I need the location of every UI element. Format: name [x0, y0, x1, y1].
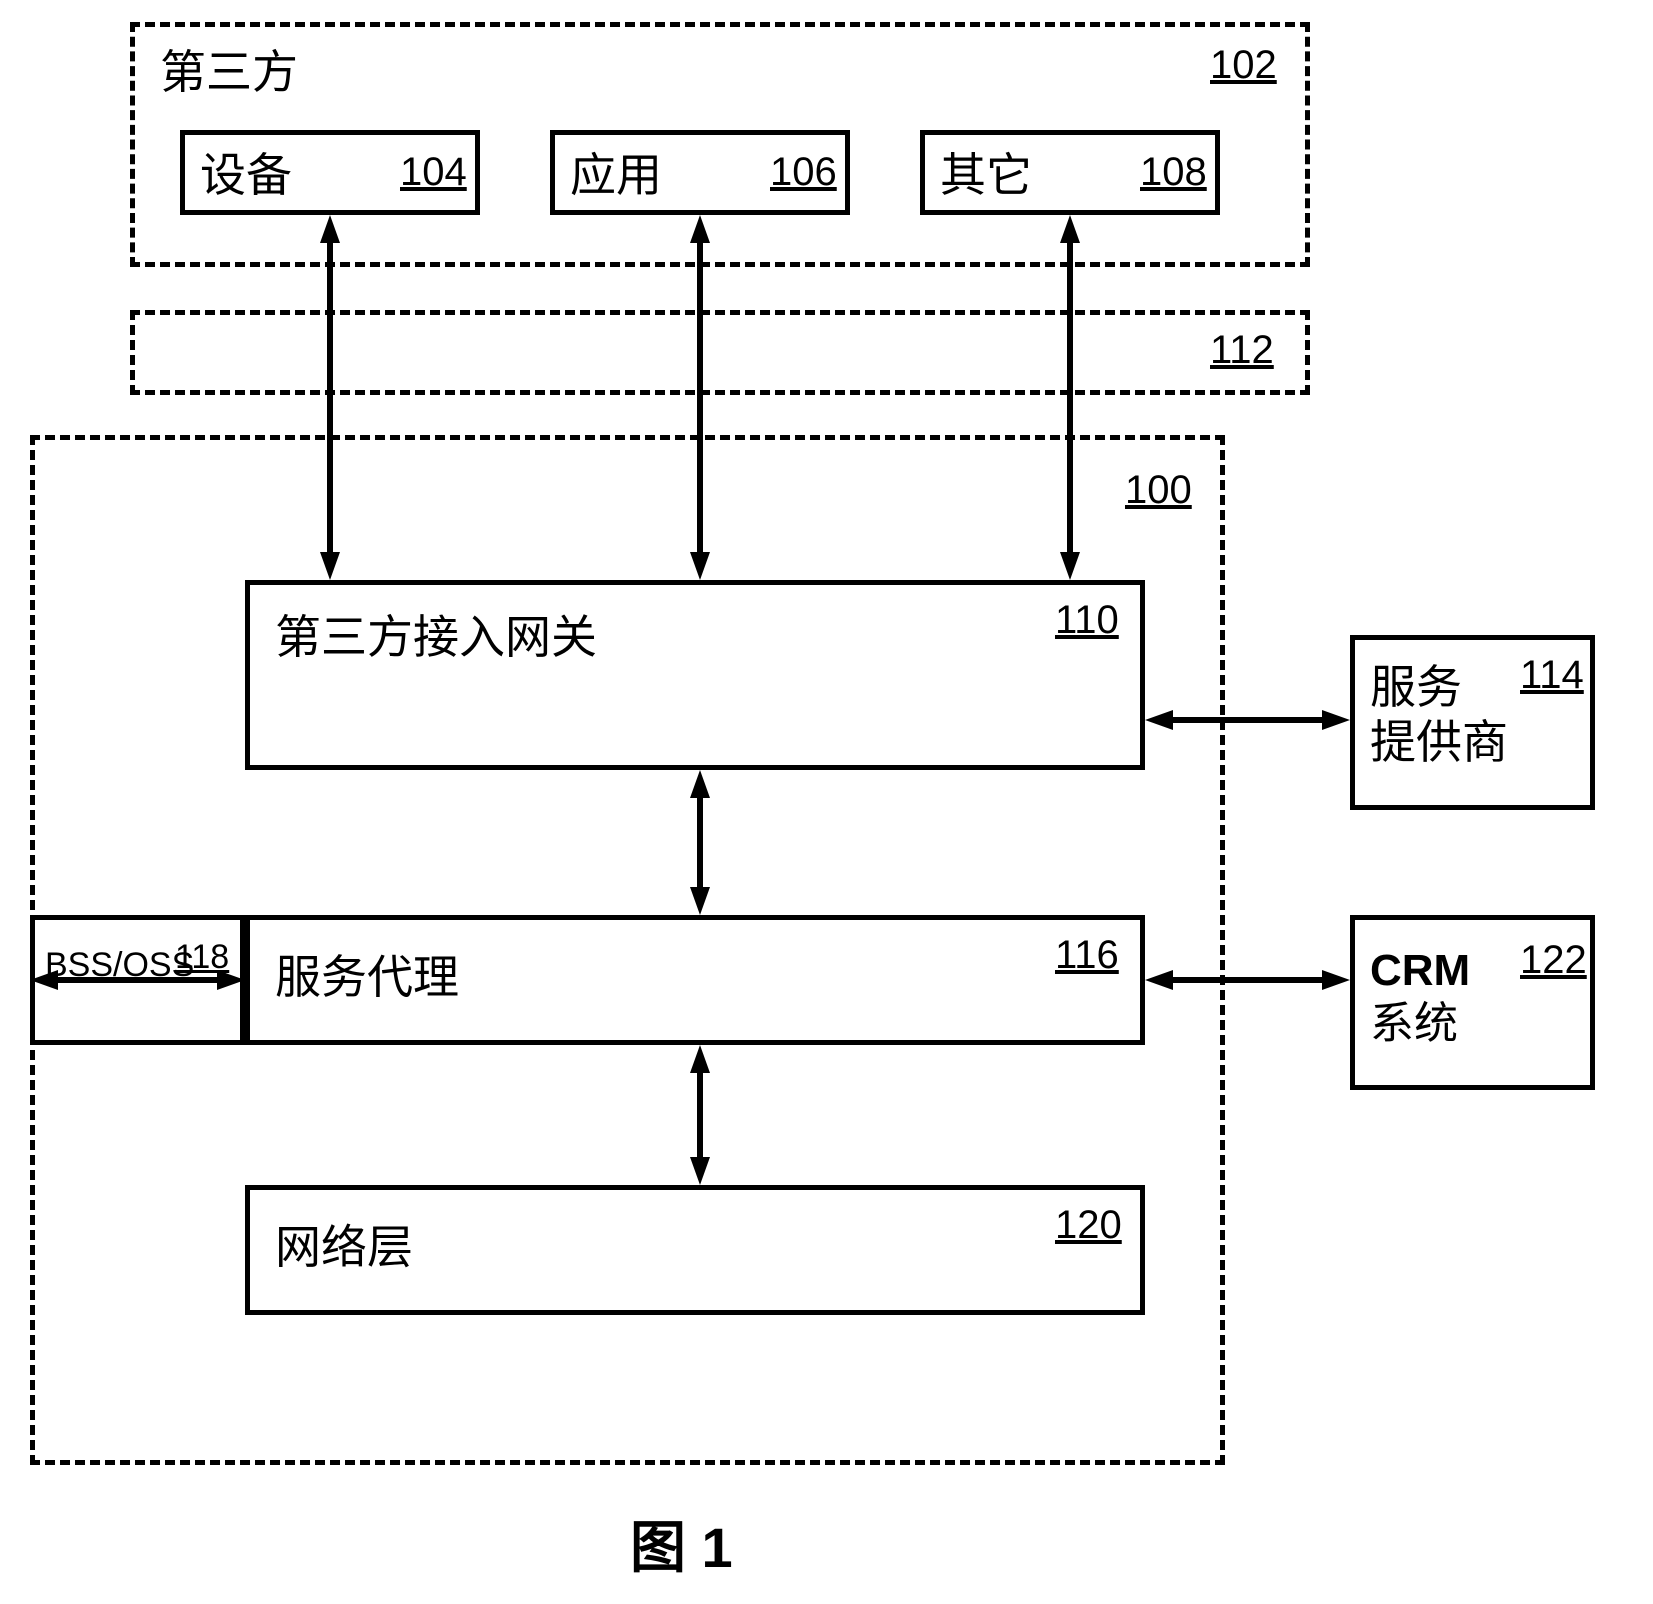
network-layer-label: 网络层 — [275, 1220, 413, 1275]
service-broker-ref: 116 — [1055, 935, 1119, 975]
bss-oss-ref: 118 — [175, 940, 229, 974]
device-ref: 104 — [400, 152, 467, 192]
bss-oss-label: BSS/OSS — [45, 945, 194, 986]
other-ref: 108 — [1140, 152, 1207, 192]
interface-container — [130, 310, 1310, 395]
gateway-ref: 110 — [1055, 600, 1119, 640]
other-label: 其它 — [940, 148, 1032, 203]
network-layer-ref: 120 — [1055, 1205, 1122, 1245]
third-party-title: 第三方 — [160, 45, 298, 100]
device-label: 设备 — [200, 148, 292, 203]
interface-ref: 112 — [1210, 330, 1274, 370]
gateway-box — [245, 580, 1145, 770]
system-ref: 100 — [1125, 470, 1192, 510]
app-ref: 106 — [770, 152, 837, 192]
crm-ref: 122 — [1520, 940, 1587, 980]
crm-label: CRM 系统 — [1370, 945, 1470, 1051]
service-broker-label: 服务代理 — [275, 950, 459, 1005]
third-party-ref: 102 — [1210, 45, 1277, 85]
app-label: 应用 — [570, 148, 662, 203]
service-provider-ref: 114 — [1520, 655, 1584, 695]
gateway-label: 第三方接入网关 — [275, 610, 597, 665]
figure-caption: 图 1 — [630, 1520, 733, 1576]
service-provider-label: 服务 提供商 — [1370, 660, 1508, 770]
diagram-canvas: 第三方 102 设备 104 应用 106 其它 108 112 100 第三方… — [0, 0, 1653, 1604]
